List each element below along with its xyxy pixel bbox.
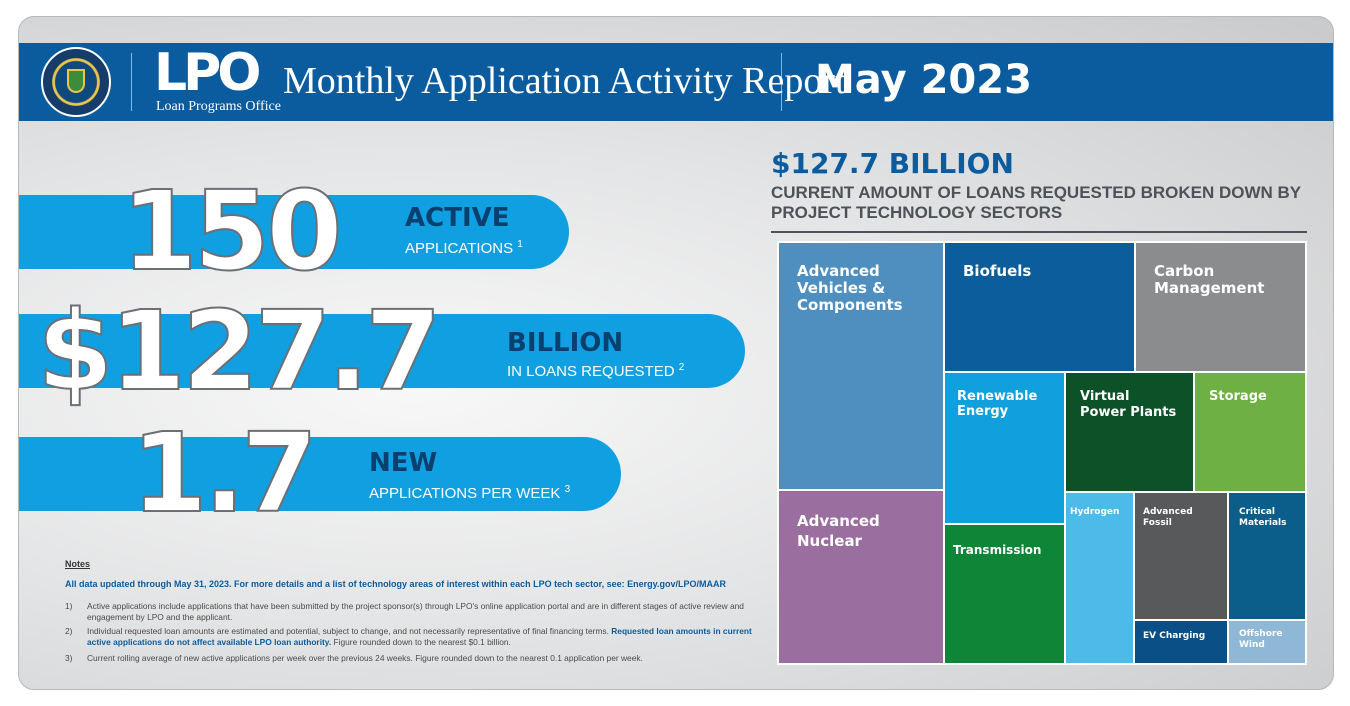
title-divider bbox=[781, 53, 782, 111]
sector-critical-materials: Critical Materials bbox=[1229, 493, 1305, 619]
sector-renewable-energy: Renewable Energy bbox=[945, 373, 1064, 523]
stat-value-active: 150 bbox=[120, 167, 344, 295]
note-3: 3) Current rolling average of new active … bbox=[65, 653, 643, 663]
header-divider bbox=[131, 53, 132, 111]
sector-hydrogen: Hydrogen bbox=[1066, 493, 1133, 663]
sector-virtual-power-plants: Virtual Power Plants bbox=[1066, 373, 1193, 491]
sector-treemap: Advanced Vehicles & Components Biofuels … bbox=[777, 241, 1307, 665]
stat-title-billion: BILLION bbox=[507, 328, 624, 358]
treemap-rule bbox=[771, 231, 1307, 233]
header-bar: LPO Loan Programs Office Monthly Applica… bbox=[19, 43, 1333, 121]
stat-value-billion: $127.7 bbox=[36, 287, 442, 415]
report-title: Monthly Application Activity Report bbox=[283, 60, 846, 102]
stat-pill-billion bbox=[19, 314, 745, 388]
sector-ev-charging: EV Charging bbox=[1135, 621, 1227, 663]
sector-advanced-nuclear: Advanced Nuclear bbox=[779, 491, 943, 663]
notes-intro: All data updated through May 31, 2023. F… bbox=[65, 579, 726, 589]
sector-advanced-vehicles: Advanced Vehicles & Components bbox=[779, 243, 943, 489]
sector-biofuels: Biofuels bbox=[945, 243, 1134, 371]
treemap-amount: $127.7 BILLION bbox=[771, 147, 1014, 180]
treemap-subtitle: CURRENT AMOUNT OF LOANS REQUESTED BROKEN… bbox=[771, 183, 1301, 222]
stat-value-new: 1.7 bbox=[130, 409, 319, 537]
stat-title-new: NEW bbox=[369, 448, 438, 478]
note-2: 2) Individual requested loan amounts are … bbox=[65, 626, 752, 647]
sector-advanced-fossil: Advanced Fossil bbox=[1135, 493, 1227, 619]
sector-transmission: Transmission bbox=[945, 525, 1064, 663]
report-month: May 2023 bbox=[815, 57, 1032, 103]
notes-heading: Notes bbox=[65, 559, 91, 569]
sector-offshore-wind: Offshore Wind bbox=[1229, 621, 1305, 663]
stat-pill-new bbox=[19, 437, 621, 511]
maar-link[interactable]: Energy.gov/LPO/MAAR bbox=[627, 579, 726, 589]
stat-subtitle-billion: IN LOANS REQUESTED 2 bbox=[507, 362, 685, 380]
note-1: 1) Active applications include applicatio… bbox=[65, 601, 744, 622]
sector-carbon-management: Carbon Management bbox=[1136, 243, 1305, 371]
stat-pill-active bbox=[19, 195, 569, 269]
stat-title-active: ACTIVE bbox=[405, 203, 510, 233]
stat-subtitle-new: APPLICATIONS PER WEEK 3 bbox=[369, 484, 571, 502]
sector-storage: Storage bbox=[1195, 373, 1305, 491]
report-card: LPO Loan Programs Office Monthly Applica… bbox=[18, 16, 1334, 690]
lpo-logo: LPO bbox=[154, 43, 261, 103]
doe-seal-icon bbox=[41, 47, 111, 117]
stat-subtitle-active: APPLICATIONS 1 bbox=[405, 239, 523, 257]
lpo-logo-subtitle: Loan Programs Office bbox=[156, 99, 281, 114]
